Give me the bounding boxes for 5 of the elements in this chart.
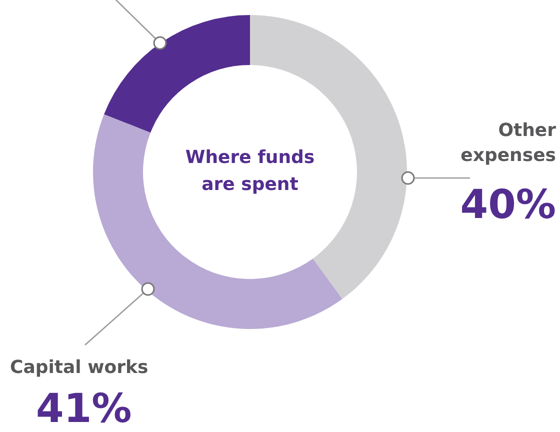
slice-label: Other expenses [460,119,556,168]
text: Where funds are spent [184,146,316,197]
slice-label: Capital works [10,356,148,380]
data-label: 40% [460,182,556,228]
data-label: 41% [36,386,132,432]
